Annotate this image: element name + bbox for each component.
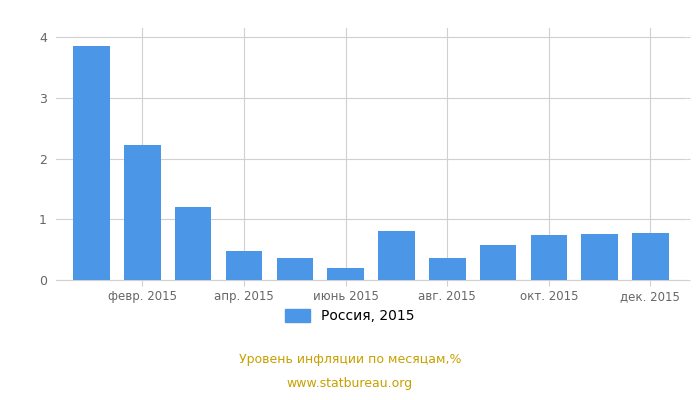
Bar <box>175 206 211 280</box>
Bar <box>225 251 262 280</box>
Bar <box>531 235 567 280</box>
Text: Уровень инфляции по месяцам,%: Уровень инфляции по месяцам,% <box>239 354 461 366</box>
Bar <box>378 232 414 280</box>
Text: www.statbureau.org: www.statbureau.org <box>287 378 413 390</box>
Bar <box>74 46 110 280</box>
Bar <box>581 234 618 280</box>
Bar <box>124 145 161 280</box>
Legend: Россия, 2015: Россия, 2015 <box>285 309 415 323</box>
Bar <box>328 268 364 280</box>
Bar <box>480 245 517 280</box>
Bar <box>632 233 668 280</box>
Bar <box>429 258 466 280</box>
Bar <box>276 258 313 280</box>
